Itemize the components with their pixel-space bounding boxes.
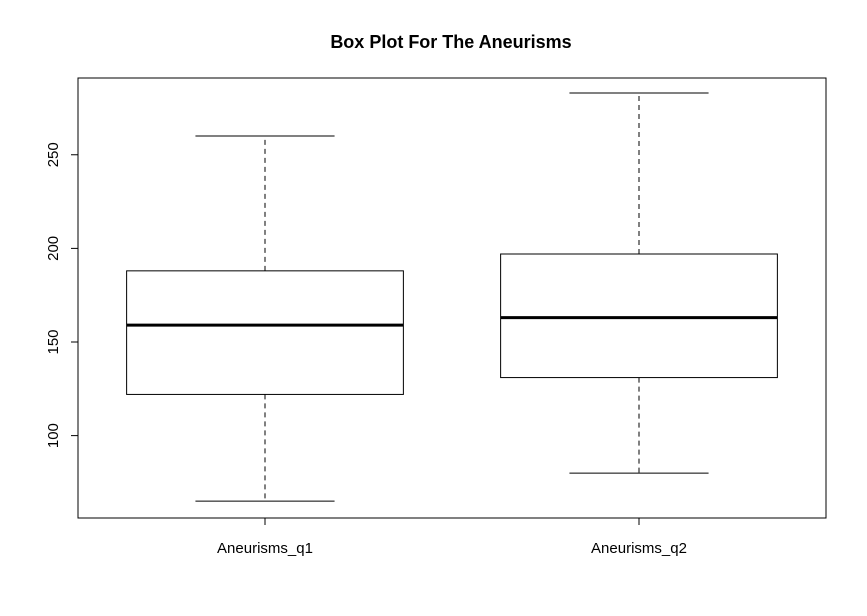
y-tick-label: 100 [45, 423, 62, 448]
boxes [126, 92, 778, 502]
y-axis: 100 150 200 250 [45, 142, 79, 448]
x-axis: Aneurisms_q1 Aneurisms_q2 [217, 518, 687, 557]
chart-title: Box Plot For The Aneurisms [330, 32, 571, 52]
y-tick-label: 200 [45, 236, 62, 261]
x-tick-label: Aneurisms_q2 [591, 540, 687, 557]
iqr-box [126, 270, 404, 395]
iqr-box [500, 253, 778, 379]
y-tick-label: 150 [45, 329, 62, 354]
box-Aneurisms_q2 [500, 92, 778, 474]
x-tick-label: Aneurisms_q1 [217, 540, 313, 557]
box-Aneurisms_q1 [126, 135, 404, 502]
y-tick-label: 250 [45, 142, 62, 167]
